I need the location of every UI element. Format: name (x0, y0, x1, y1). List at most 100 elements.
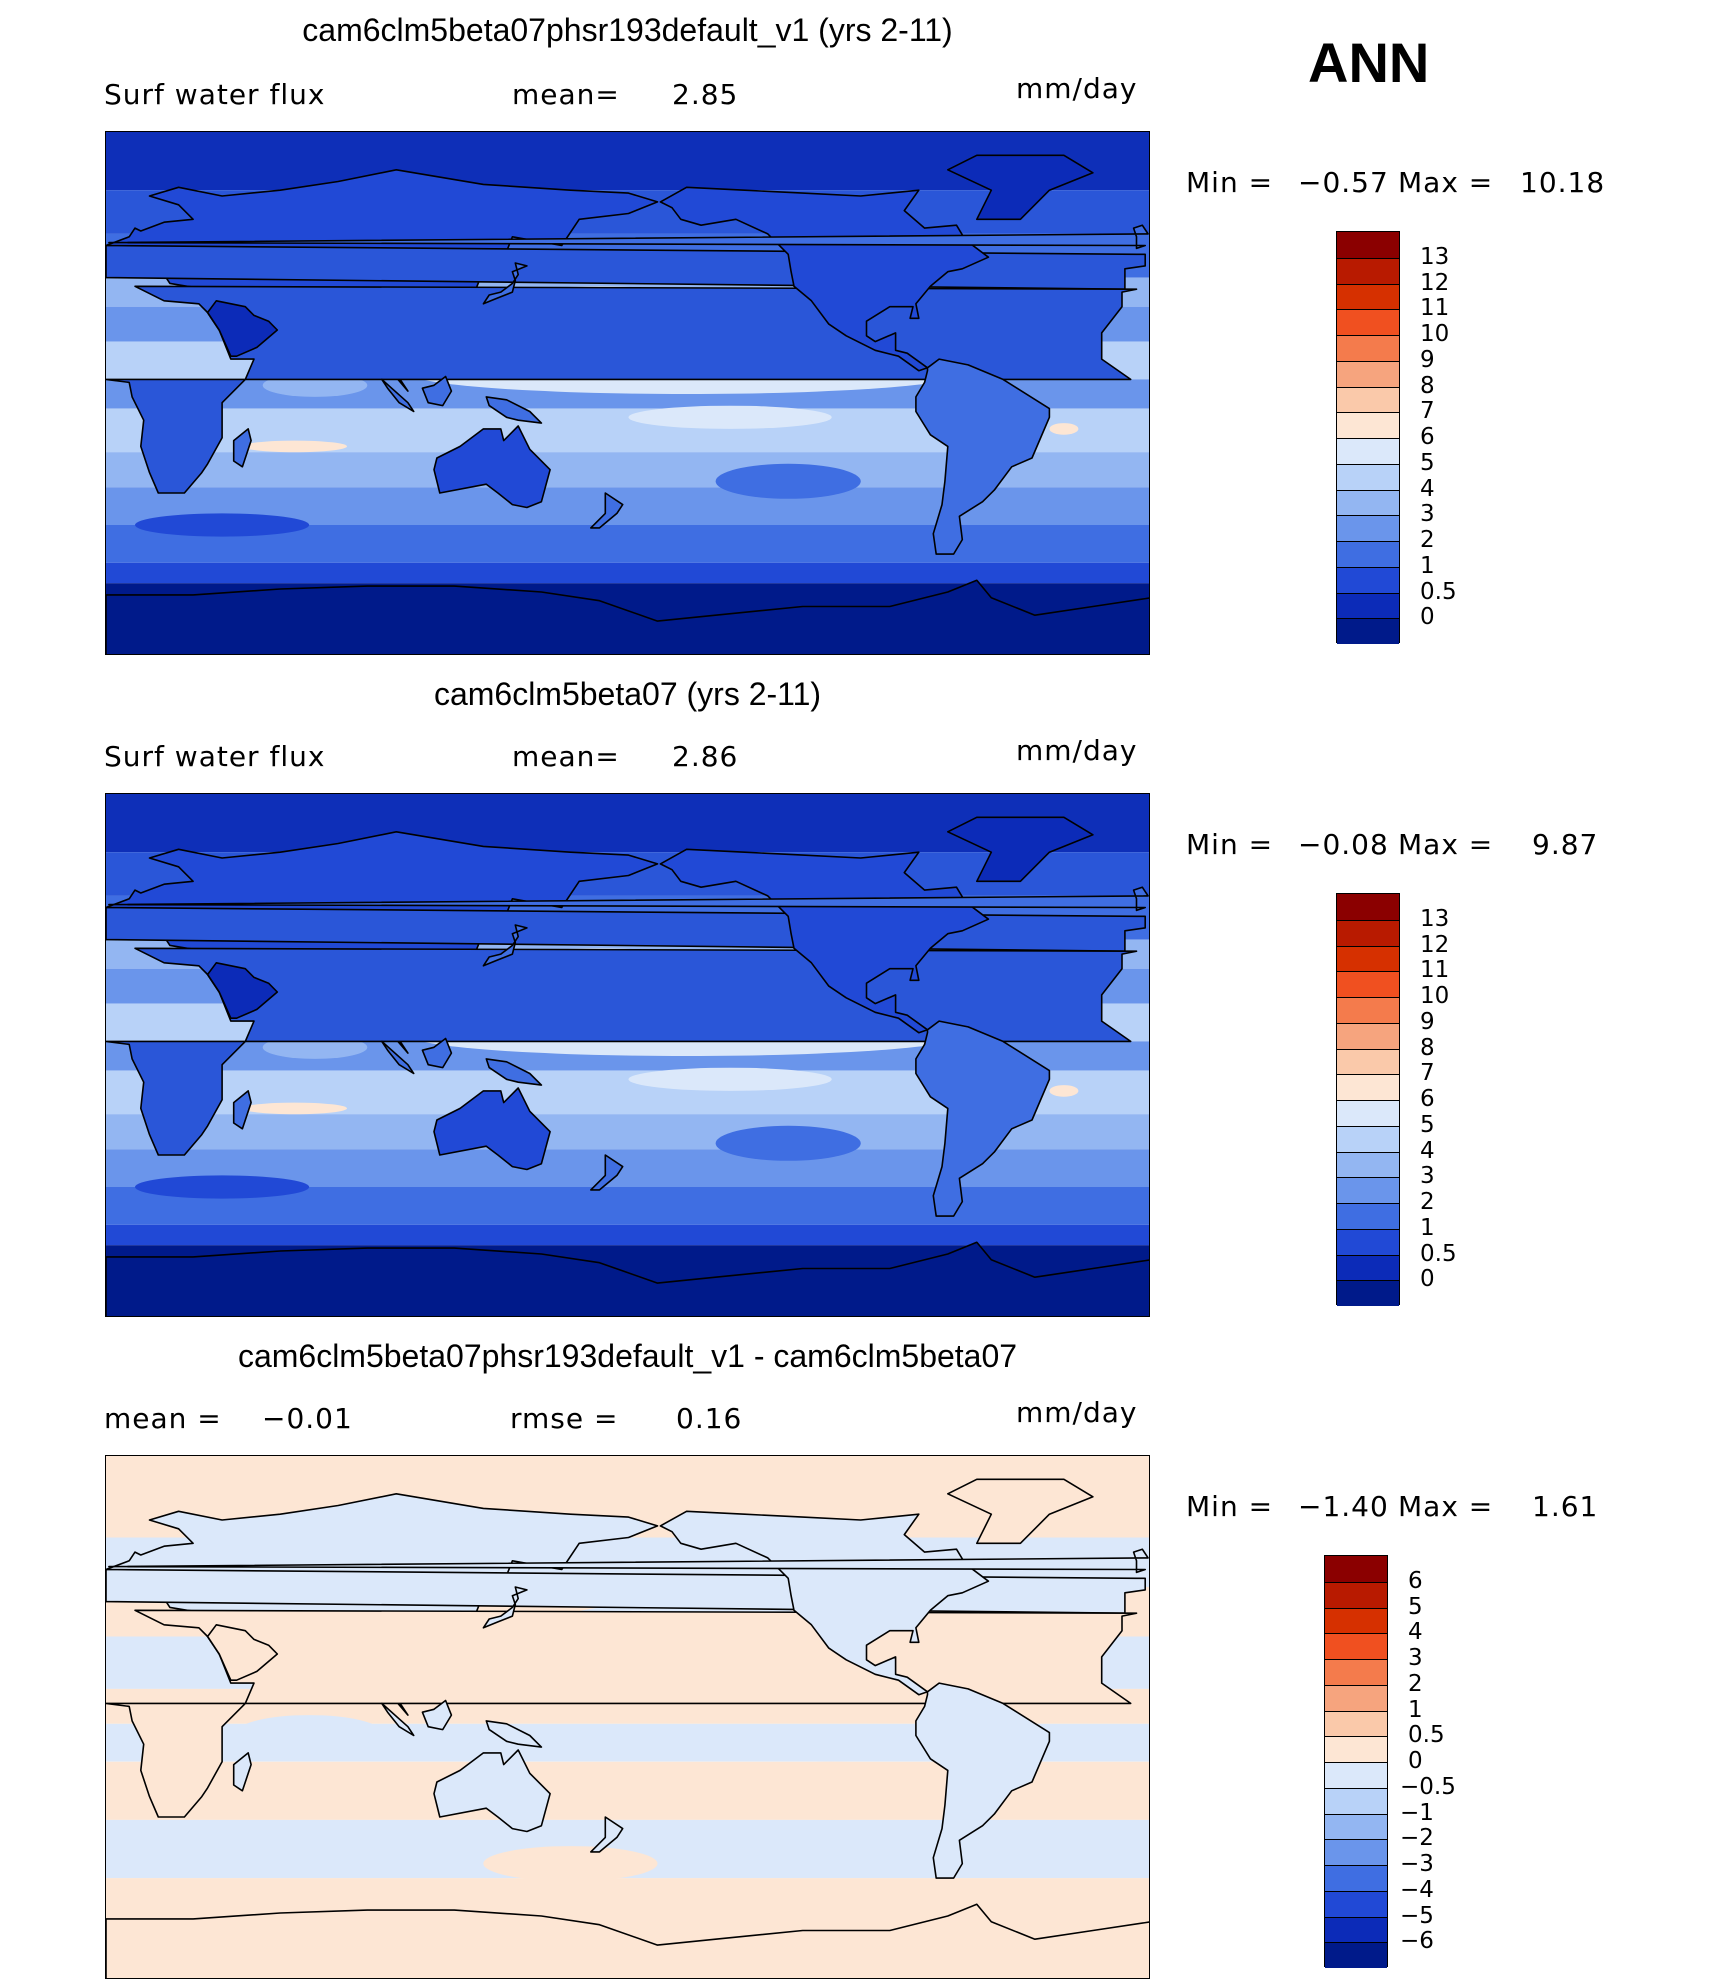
landmass-japan (482, 262, 528, 305)
ocean-anomaly (715, 463, 861, 499)
colorbar-swatch (1325, 1556, 1387, 1582)
colorbar-swatch (1325, 1684, 1387, 1711)
colorbar-tick-label: 9 (1420, 346, 1435, 373)
ocean-band (106, 1224, 1149, 1246)
ocean-anomaly (242, 440, 347, 453)
landmass-nz (589, 1154, 624, 1191)
panel-1-max-value: 10.18 (1520, 166, 1606, 199)
landmass-africa (106, 947, 1138, 1156)
colorbar-swatch (1337, 1254, 1399, 1281)
colorbar-swatch (1337, 1203, 1399, 1229)
ocean-anomaly (483, 1846, 658, 1882)
ocean-anomaly (236, 1715, 382, 1751)
colorbar-swatch (1325, 1916, 1387, 1943)
landmass-sumatra (380, 1040, 415, 1075)
panel-2-min-label: Min = (1186, 828, 1274, 861)
colorbar-swatch (1337, 618, 1399, 644)
colorbar-swatch (1337, 309, 1399, 335)
colorbar-tick-label: −3 (1400, 1851, 1434, 1877)
colorbar-tick-label: 13 (1420, 243, 1450, 270)
colorbar-swatch (1337, 1280, 1399, 1306)
panel-2-colorbar-ticks: 13 12 11 10 9 8 7 6 5 4 3 2 1 0.5 0 (1412, 893, 1492, 1305)
panel-2-colorbar (1336, 893, 1400, 1306)
landmass-africa (106, 285, 1138, 494)
colorbar-tick-label: 11 (1420, 295, 1450, 322)
colorbar-swatch (1337, 592, 1399, 619)
colorbar-swatch (1337, 1022, 1399, 1049)
panel-1-min-label: Min = (1186, 166, 1274, 199)
colorbar-tick-label: 1 (1420, 552, 1435, 579)
panel-3-map (105, 1455, 1150, 1979)
landmass-madagascar (232, 428, 252, 468)
landmass-arabia (206, 962, 279, 1019)
panel-3-rmse-key: rmse = (510, 1402, 619, 1435)
colorbar-swatch (1337, 1228, 1399, 1255)
colorbar-swatch (1337, 971, 1399, 997)
ocean-anomaly (1049, 423, 1079, 435)
colorbar-tick-label: 1 (1408, 1696, 1423, 1723)
colorbar-tick-label: 6 (1420, 1086, 1435, 1112)
ocean-anomaly (628, 1067, 832, 1091)
colorbar-tick-label: −4 (1400, 1876, 1434, 1903)
colorbar-tick-label: 2 (1408, 1670, 1423, 1697)
panel-3-max-label: Max = (1398, 1490, 1494, 1523)
panel-2-units: mm/day (1016, 734, 1138, 767)
colorbar-tick-label: 6 (1420, 424, 1435, 450)
ocean-anomaly (715, 1761, 948, 1820)
panel-1-variable-label: Surf water flux (104, 78, 326, 111)
panel-2-max-label: Max = (1398, 828, 1494, 861)
panel-3-units: mm/day (1016, 1396, 1138, 1429)
panel-3-mean-value: −0.01 (262, 1402, 353, 1435)
colorbar-tick-label: 4 (1420, 475, 1435, 502)
landmass-uk (108, 1548, 1149, 1574)
landmass-japan (482, 1586, 528, 1629)
colorbar-swatch (1325, 1710, 1387, 1737)
colorbar-tick-label: 5 (1420, 449, 1435, 476)
landmass-northAmerica (659, 186, 990, 372)
colorbar-tick-label: 3 (1408, 1645, 1423, 1671)
colorbar-tick-label: −5 (1400, 1902, 1434, 1929)
colorbar-tick-label: −0.5 (1400, 1773, 1456, 1800)
colorbar-swatch (1337, 1125, 1399, 1152)
colorbar-tick-label: 2 (1420, 527, 1435, 553)
colorbar-swatch (1337, 1048, 1399, 1075)
panel-1-min-value: −0.57 (1298, 166, 1389, 199)
colorbar-swatch (1325, 1865, 1387, 1891)
panel-2-mean-value: 2.86 (672, 740, 739, 773)
colorbar-swatch (1325, 1839, 1387, 1865)
landmass-nz (589, 492, 624, 529)
panel-3-colorbar (1324, 1555, 1388, 1968)
colorbar-tick-label: 11 (1420, 957, 1450, 984)
colorbar-swatch (1337, 894, 1399, 920)
landmass-greenland (946, 154, 1094, 221)
ocean-anomaly (715, 1125, 861, 1161)
panel-1-colorbar-ticks: 13 12 11 10 9 8 7 6 5 4 3 2 1 0.5 0 (1412, 231, 1492, 643)
panel-1-title: cam6clm5beta07phsr193default_v1 (yrs 2-1… (302, 12, 953, 48)
colorbar-swatch (1325, 1813, 1387, 1840)
colorbar-swatch (1337, 257, 1399, 284)
landmass-sumatra (380, 1702, 415, 1737)
panel-1-map (105, 131, 1150, 655)
panel-1-mean-key: mean= (512, 78, 620, 111)
colorbar-tick-label: 10 (1420, 983, 1450, 1009)
landmass-antarctica (106, 1241, 1149, 1316)
panel-2-title: cam6clm5beta07 (yrs 2-11) (433, 676, 822, 712)
landmass-japan (482, 924, 528, 967)
colorbar-swatch (1337, 283, 1399, 310)
landmass-africa (106, 1609, 1138, 1818)
colorbar-swatch (1337, 1177, 1399, 1203)
landmass-madagascar (232, 1752, 252, 1792)
colorbar-tick-label: 13 (1420, 905, 1450, 932)
colorbar-tick-label: 12 (1420, 269, 1450, 296)
colorbar-tick-label: 9 (1420, 1008, 1435, 1035)
colorbar-tick-label: −6 (1400, 1928, 1434, 1955)
landmass-arabia (206, 1624, 279, 1681)
colorbar-swatch (1337, 335, 1399, 361)
landmass-southAmerica (915, 1020, 1051, 1217)
colorbar-swatch (1337, 919, 1399, 946)
landmass-australia (433, 425, 551, 509)
colorbar-tick-label: 12 (1420, 931, 1450, 958)
colorbar-tick-label: 4 (1408, 1619, 1423, 1646)
landmass-australia (433, 1749, 551, 1833)
colorbar-tick-label: 5 (1420, 1111, 1435, 1138)
